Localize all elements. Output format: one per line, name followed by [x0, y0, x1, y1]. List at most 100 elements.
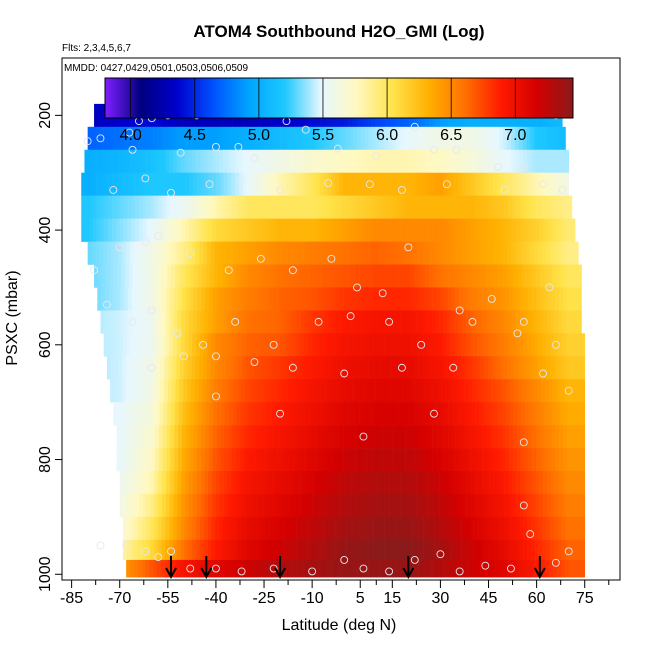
heatmap-cell: [163, 264, 168, 288]
heatmap-cell: [192, 539, 197, 561]
heatmap-cell: [392, 539, 397, 561]
heatmap-cell: [412, 493, 417, 518]
heatmap-cell: [232, 264, 237, 288]
heatmap-cell: [254, 471, 259, 495]
heatmap-cell: [163, 402, 168, 426]
heatmap-cell: [493, 218, 498, 242]
heatmap-cell: [315, 493, 321, 518]
heatmap-cell: [362, 195, 367, 219]
heatmap-cell: [435, 471, 440, 495]
heatmap-cell: [448, 264, 453, 288]
heatmap-cell: [480, 356, 485, 380]
heatmap-cell: [534, 126, 539, 151]
heatmap-cell: [274, 425, 279, 449]
heatmap-cell: [389, 493, 394, 518]
heatmap-cell: [553, 356, 558, 380]
heatmap-cell: [305, 448, 310, 472]
heatmap-cell: [369, 149, 374, 174]
heatmap-cell: [120, 287, 125, 311]
heatmap-cell: [134, 516, 139, 541]
heatmap-cell: [360, 379, 365, 403]
heatmap-cell: [534, 516, 539, 541]
heatmap-cell: [128, 287, 133, 311]
heatmap-cell: [566, 218, 571, 242]
heatmap-cell: [216, 425, 221, 449]
heatmap-cell: [400, 493, 405, 518]
heatmap-cell: [167, 264, 172, 288]
heatmap-cell: [196, 333, 201, 357]
heatmap-cell: [326, 333, 332, 357]
heatmap-cell: [254, 493, 259, 518]
heatmap-cell: [370, 425, 375, 449]
heatmap-cell: [187, 356, 192, 380]
heatmap-cell: [312, 287, 317, 311]
heatmap-cell: [507, 356, 512, 380]
heatmap-cell: [391, 559, 396, 578]
heatmap-cell: [438, 333, 443, 357]
heatmap-cell: [504, 195, 509, 219]
heatmap-cell: [137, 559, 142, 578]
heatmap-cell: [161, 149, 166, 174]
heatmap-cell: [522, 126, 527, 151]
heatmap-cell: [222, 539, 228, 561]
heatmap-cell: [176, 539, 181, 561]
heatmap-cell: [454, 172, 459, 196]
observation-point: [340, 555, 349, 564]
heatmap-cell: [341, 126, 346, 151]
heatmap-cell: [226, 126, 231, 151]
heatmap-cell: [196, 310, 201, 334]
heatmap-cell: [304, 310, 309, 334]
heatmap-cell: [500, 493, 505, 518]
heatmap-cell: [366, 172, 371, 196]
heatmap-cell: [466, 172, 471, 196]
heatmap-cell: [166, 448, 171, 472]
heatmap-cell: [309, 264, 314, 288]
heatmap-cell: [181, 218, 186, 242]
heatmap-cell: [239, 310, 244, 334]
heatmap-cell: [468, 559, 473, 578]
heatmap-cell: [142, 218, 147, 242]
heatmap-cell: [262, 310, 267, 334]
heatmap-cell: [219, 333, 224, 357]
heatmap-cell: [183, 126, 189, 151]
heatmap-cell: [188, 195, 194, 219]
heatmap-cell: [562, 287, 568, 311]
heatmap-cell: [308, 310, 313, 334]
heatmap-cell: [110, 356, 115, 380]
heatmap-cell: [510, 356, 516, 380]
heatmap-cell: [138, 172, 144, 196]
heatmap-cell: [403, 539, 409, 561]
heatmap-cell: [141, 241, 146, 265]
heatmap-cell: [371, 264, 376, 288]
heatmap-cell: [181, 493, 186, 518]
heatmap-cell: [438, 539, 443, 561]
heatmap-cell: [516, 172, 521, 196]
heatmap-cell: [511, 539, 516, 561]
heatmap-cell: [171, 264, 176, 288]
heatmap-cell: [118, 126, 123, 151]
heatmap-cell: [256, 241, 262, 265]
heatmap-cell: [157, 149, 162, 174]
heatmap-cell: [412, 471, 417, 495]
heatmap-cell: [116, 425, 121, 449]
heatmap-cell: [166, 425, 171, 449]
heatmap-cell: [281, 471, 286, 495]
heatmap-cell: [489, 448, 494, 472]
heatmap-cell: [506, 379, 511, 403]
heatmap-cell: [219, 516, 224, 541]
heatmap-cell: [428, 448, 433, 472]
heatmap-cell: [559, 425, 564, 449]
heatmap-cell: [473, 516, 478, 541]
heatmap-cell: [331, 172, 336, 196]
heatmap-cell: [489, 218, 494, 242]
heatmap-cell: [380, 356, 385, 380]
heatmap-cell: [577, 471, 582, 495]
colorbar-tick-label: 7.0: [504, 127, 526, 144]
heatmap-cell: [503, 333, 509, 357]
y-tick-label: 200: [37, 102, 54, 129]
observation-point: [147, 306, 156, 315]
heatmap-cell: [421, 264, 426, 288]
heatmap-cell: [499, 126, 504, 151]
heatmap-cell: [180, 241, 185, 265]
heatmap-cell: [258, 218, 263, 242]
